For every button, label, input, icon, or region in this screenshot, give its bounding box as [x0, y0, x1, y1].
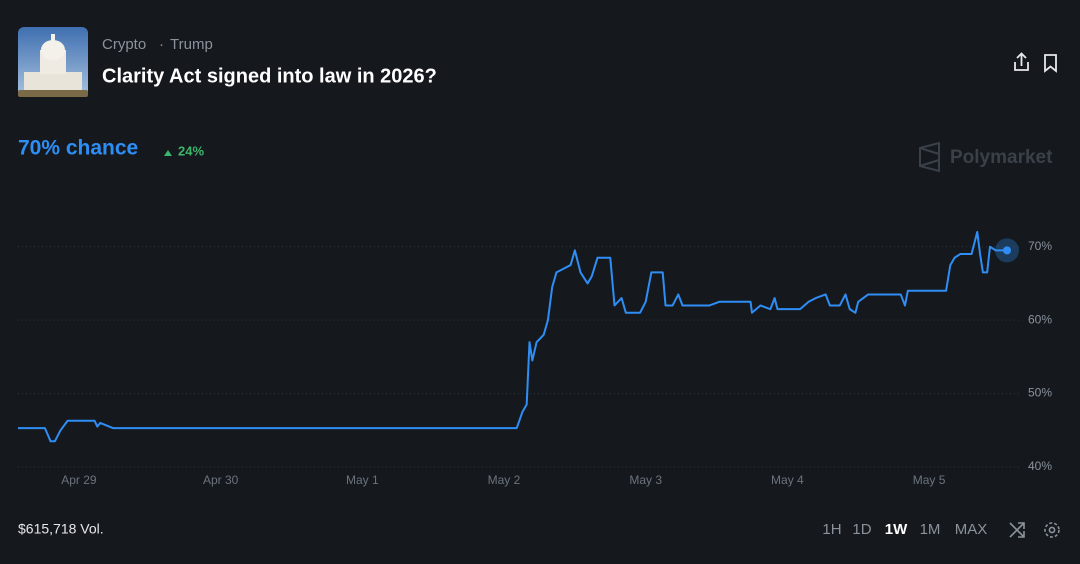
x-tick-label: Apr 30 [203, 473, 239, 487]
x-tick-label: May 3 [629, 473, 662, 487]
y-tick-label: 60% [1028, 312, 1052, 326]
end-point [1003, 246, 1011, 255]
market-image [18, 27, 88, 97]
change-arrow [164, 150, 172, 156]
chance: 70% chance [18, 137, 138, 160]
x-tick-label: May 2 [488, 473, 521, 487]
range-button[interactable]: 1W [885, 521, 908, 538]
price-line [18, 231, 1007, 443]
volume: $615,718 Vol. [18, 521, 104, 537]
category[interactable]: Trump [170, 36, 213, 53]
x-tick-label: May 4 [771, 473, 804, 487]
y-tick-label: 40% [1028, 459, 1052, 473]
separator: · [159, 36, 164, 53]
bookmark-button[interactable] [1044, 54, 1057, 73]
brand-logo [919, 141, 940, 173]
shuffle-button[interactable] [1009, 522, 1025, 538]
brand: Polymarket [950, 147, 1053, 168]
change: 24% [178, 143, 204, 158]
settings-button[interactable] [1044, 522, 1060, 538]
range-button[interactable]: 1H [822, 521, 841, 538]
range-button[interactable]: MAX [955, 521, 988, 538]
x-tick-label: Apr 29 [61, 473, 97, 487]
x-tick-label: May 5 [913, 473, 946, 487]
share-button[interactable] [1014, 52, 1029, 71]
range-button[interactable]: 1D [852, 521, 871, 538]
y-tick-label: 70% [1028, 239, 1052, 253]
chart: 40% 50% 60% 70% Apr 29 Apr 30 May 1 May 2 May 3 M… [18, 231, 1052, 487]
x-tick-label: May 1 [346, 473, 379, 487]
y-tick-label: 50% [1028, 386, 1052, 400]
category[interactable]: Crypto [102, 36, 146, 53]
range-button[interactable]: 1M [920, 521, 941, 538]
market-title: Clarity Act signed into law in 2026? [102, 65, 437, 87]
range-buttons: 1H 1D 1W 1M MAX [822, 521, 987, 538]
